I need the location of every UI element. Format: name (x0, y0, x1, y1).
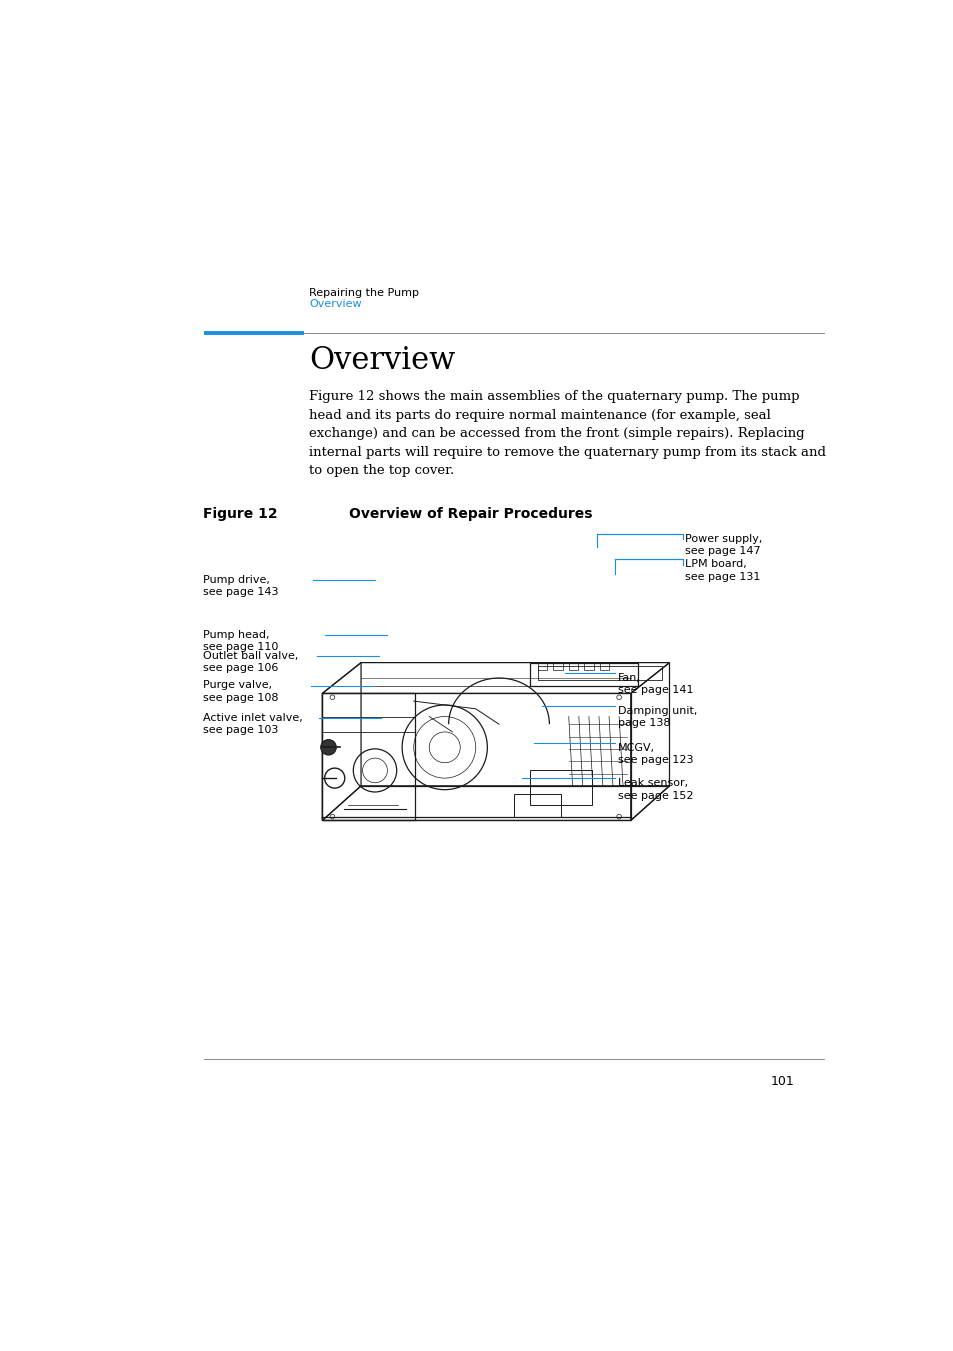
Text: 101: 101 (769, 1074, 793, 1088)
Text: Figure 12 shows the main assemblies of the quaternary pump. The pump
head and it: Figure 12 shows the main assemblies of t… (309, 390, 825, 477)
Bar (514, 793, 560, 816)
Bar (599, 662, 608, 670)
Text: Pump drive,
see page 143: Pump drive, see page 143 (203, 574, 278, 597)
Text: Pump head,
see page 110: Pump head, see page 110 (203, 630, 278, 653)
Bar (537, 666, 661, 681)
Text: Fan,
see page 141: Fan, see page 141 (617, 673, 692, 694)
Text: Overview: Overview (309, 346, 455, 377)
Text: Overview: Overview (309, 299, 361, 309)
Bar (530, 770, 592, 805)
Bar (322, 693, 415, 820)
Text: Leak sensor,
see page 152: Leak sensor, see page 152 (617, 778, 692, 801)
Bar (537, 662, 546, 670)
Text: Figure 12: Figure 12 (203, 507, 277, 521)
Text: LPM board,
see page 131: LPM board, see page 131 (684, 559, 760, 582)
Text: Repairing the Pump: Repairing the Pump (309, 288, 418, 297)
Text: Power supply,
see page 147: Power supply, see page 147 (684, 534, 761, 557)
Text: Active inlet valve,
see page 103: Active inlet valve, see page 103 (203, 713, 302, 735)
Circle shape (320, 739, 335, 755)
Bar (553, 662, 562, 670)
Bar (530, 662, 638, 686)
Bar (568, 662, 578, 670)
Text: MCGV,
see page 123: MCGV, see page 123 (617, 743, 692, 765)
Text: Purge valve,
see page 108: Purge valve, see page 108 (203, 681, 278, 703)
Text: Outlet ball valve,
see page 106: Outlet ball valve, see page 106 (203, 651, 298, 673)
Bar (583, 662, 593, 670)
Text: Overview of Repair Procedures: Overview of Repair Procedures (349, 507, 593, 521)
Text: Damping unit,
page 138: Damping unit, page 138 (617, 705, 697, 728)
